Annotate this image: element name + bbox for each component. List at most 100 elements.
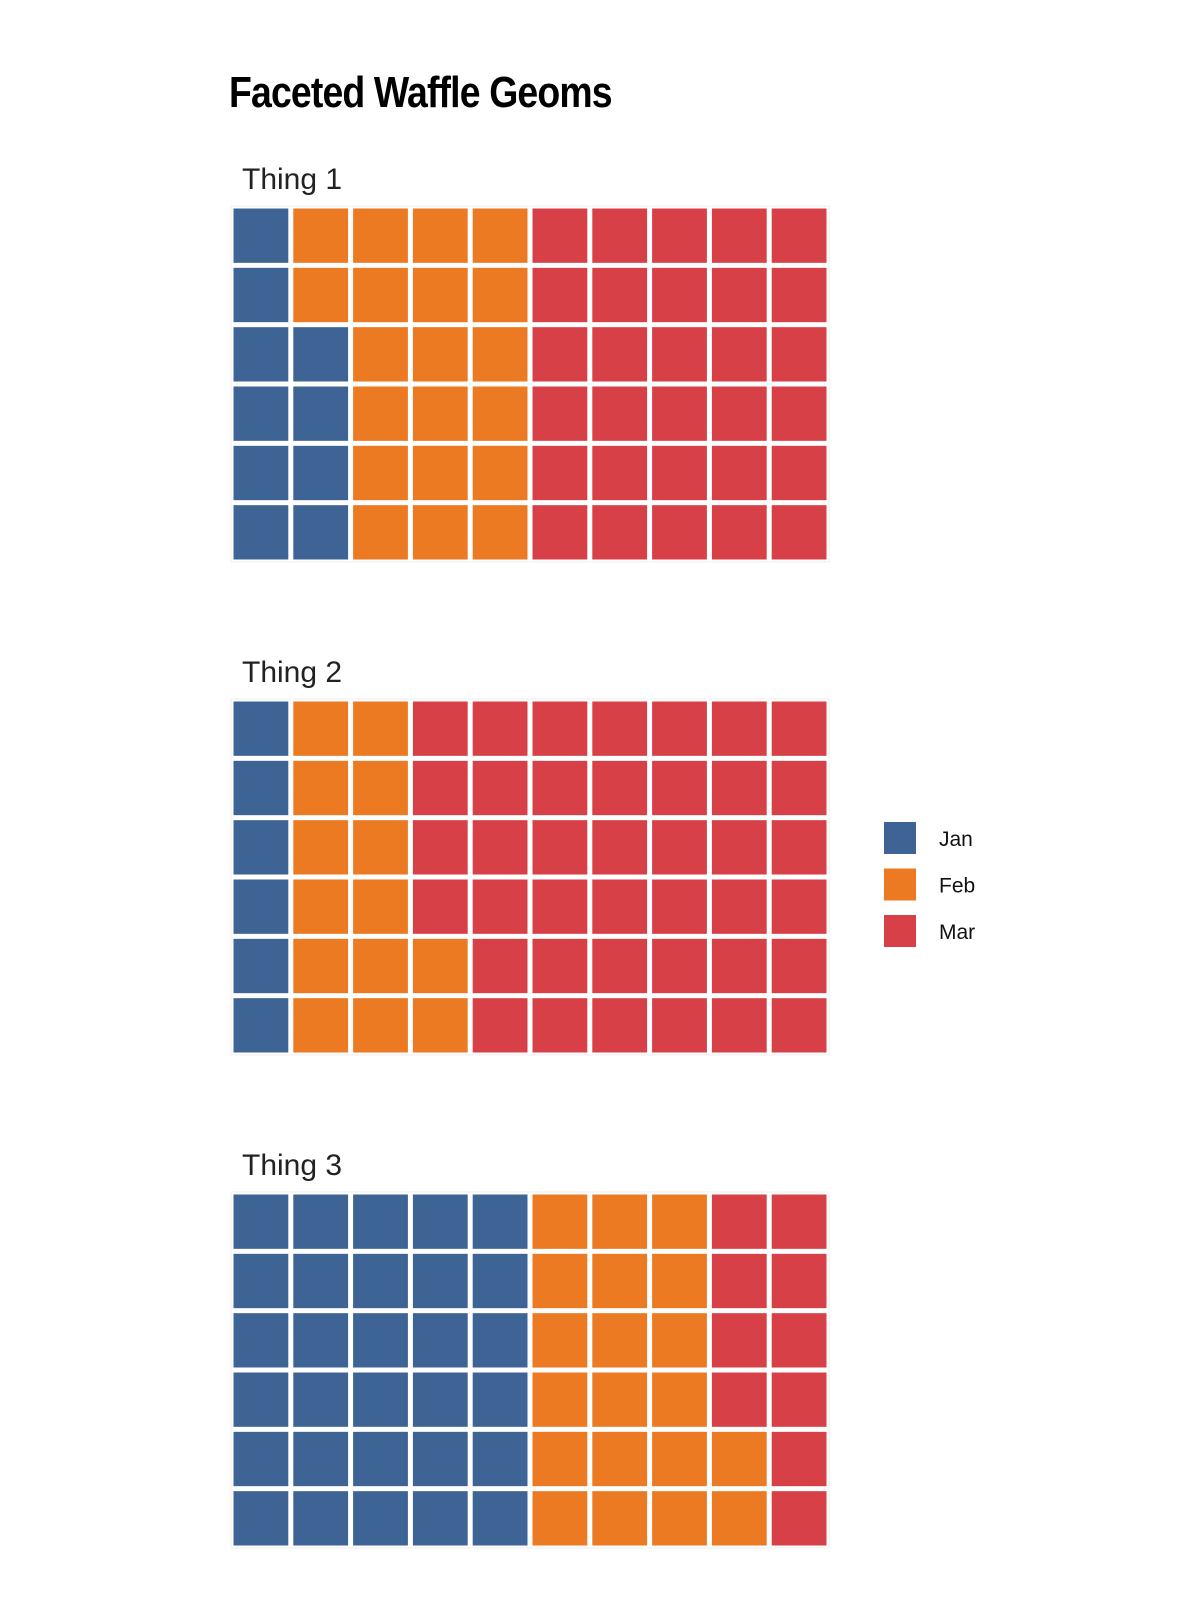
waffle-cell-jan (293, 445, 349, 501)
waffle-cell-mar (532, 267, 588, 323)
waffle-cell-jan (233, 1194, 289, 1249)
waffle-cell-jan (233, 701, 289, 756)
waffle-cell-feb (353, 998, 408, 1053)
waffle-cell-jan (293, 327, 349, 382)
waffle-cell-feb (293, 879, 349, 934)
waffle-cell-feb (532, 1491, 588, 1546)
waffle-cell-mar (472, 938, 528, 994)
facet-panel (230, 205, 830, 563)
waffle-cell-feb (532, 1431, 588, 1487)
waffle-cell-jan (412, 1253, 468, 1309)
waffle-cell-jan (233, 820, 289, 875)
waffle-cell-mar (532, 820, 588, 875)
waffle-cell-feb (412, 267, 468, 323)
waffle-cell-mar (592, 938, 648, 994)
waffle-cell-mar (652, 998, 707, 1053)
facet-panel (230, 1191, 830, 1549)
waffle-cell-mar (711, 998, 767, 1053)
waffle-cell-feb (652, 1313, 707, 1368)
waffle-cell-jan (353, 1431, 408, 1487)
waffle-cell-mar (532, 505, 588, 560)
waffle-cell-mar (771, 208, 827, 263)
waffle-cell-feb (532, 1194, 588, 1249)
waffle-cell-mar (711, 1372, 767, 1427)
waffle-cell-jan (233, 998, 289, 1053)
waffle-cell-mar (652, 760, 707, 816)
waffle-cell-jan (472, 1313, 528, 1368)
waffle-cell-jan (293, 505, 349, 560)
waffle-cell-mar (711, 701, 767, 756)
waffle-cell-jan (293, 1372, 349, 1427)
waffle-cell-jan (472, 1431, 528, 1487)
waffle-cell-mar (652, 445, 707, 501)
waffle-cell-jan (233, 760, 289, 816)
waffle-cell-mar (592, 267, 648, 323)
waffle-cell-jan (233, 386, 289, 441)
waffle-cell-feb (592, 1313, 648, 1368)
waffle-cell-mar (711, 445, 767, 501)
waffle-cell-mar (652, 505, 707, 560)
waffle-cell-mar (711, 1194, 767, 1249)
waffle-cell-feb (532, 1313, 588, 1368)
waffle-cell-feb (293, 820, 349, 875)
waffle-cell-feb (353, 208, 408, 263)
waffle-cell-feb (412, 505, 468, 560)
waffle-cell-jan (233, 879, 289, 934)
waffle-cell-mar (472, 701, 528, 756)
waffle-cell-feb (711, 1431, 767, 1487)
waffle-cell-feb (472, 267, 528, 323)
waffle-cell-jan (293, 1491, 349, 1546)
waffle-cell-feb (592, 1431, 648, 1487)
waffle-cell-mar (532, 760, 588, 816)
waffle-cell-jan (233, 1372, 289, 1427)
waffle-cell-mar (711, 938, 767, 994)
waffle-cell-jan (293, 1253, 349, 1309)
waffle-cell-feb (472, 327, 528, 382)
waffle-cell-mar (771, 1313, 827, 1368)
waffle-cell-mar (771, 938, 827, 994)
legend-key-jan (884, 822, 916, 854)
waffle-cell-jan (412, 1491, 468, 1546)
waffle-cell-mar (711, 1313, 767, 1368)
waffle-cell-mar (771, 1491, 827, 1546)
waffle-cell-feb (353, 938, 408, 994)
waffle-cell-feb (353, 267, 408, 323)
waffle-cell-mar (472, 820, 528, 875)
waffle-cell-mar (652, 267, 707, 323)
waffle-cell-jan (233, 327, 289, 382)
waffle-cell-mar (472, 760, 528, 816)
waffle-cell-mar (532, 998, 588, 1053)
waffle-cell-feb (472, 208, 528, 263)
legend-label: Mar (939, 921, 975, 944)
waffle-cell-mar (532, 327, 588, 382)
waffle-cell-feb (353, 820, 408, 875)
waffle-cell-jan (233, 1253, 289, 1309)
legend-label: Feb (939, 875, 975, 898)
waffle-cell-jan (472, 1194, 528, 1249)
waffle-cell-feb (293, 701, 349, 756)
waffle-cell-jan (472, 1253, 528, 1309)
waffle-cell-feb (652, 1491, 707, 1546)
waffle-cell-mar (711, 820, 767, 875)
waffle-cell-jan (233, 1313, 289, 1368)
waffle-cell-jan (293, 1313, 349, 1368)
waffle-cell-mar (771, 879, 827, 934)
waffle-cell-mar (652, 327, 707, 382)
waffle-cell-mar (711, 327, 767, 382)
waffle-cell-feb (412, 938, 468, 994)
waffle-cell-feb (472, 445, 528, 501)
waffle-cell-feb (472, 505, 528, 560)
waffle-cell-feb (592, 1372, 648, 1427)
waffle-cell-feb (293, 998, 349, 1053)
legend-key-feb (884, 868, 916, 901)
waffle-cell-feb (293, 208, 349, 263)
waffle-cell-feb (592, 1491, 648, 1546)
waffle-cell-mar (771, 1372, 827, 1427)
waffle-cell-mar (472, 879, 528, 934)
waffle-cell-feb (293, 938, 349, 994)
waffle-cell-mar (771, 505, 827, 560)
waffle-cell-mar (771, 327, 827, 382)
waffle-cell-mar (592, 998, 648, 1053)
waffle-cell-mar (592, 879, 648, 934)
waffle-cell-feb (353, 386, 408, 441)
